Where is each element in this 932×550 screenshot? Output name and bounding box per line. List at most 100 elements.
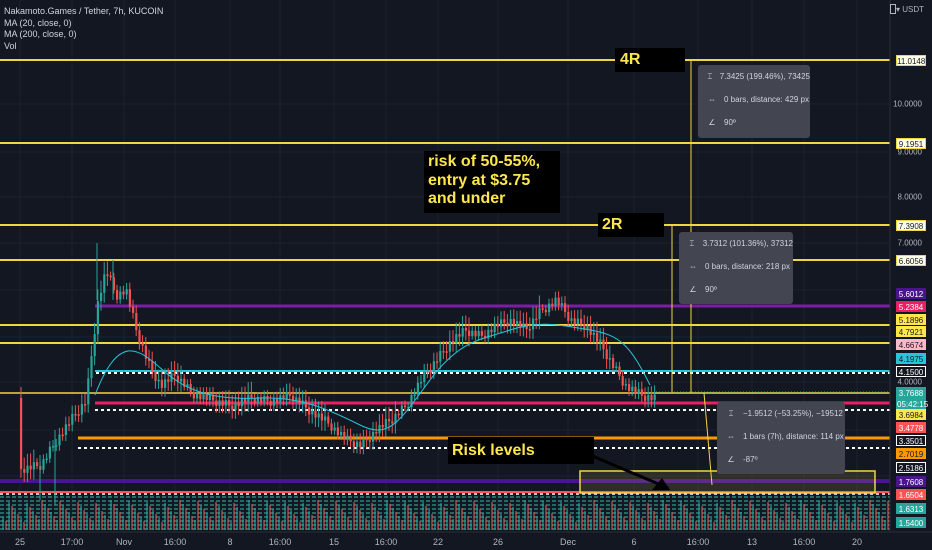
volume-bar xyxy=(737,508,739,530)
candle xyxy=(253,398,256,404)
time-label: 16:00 xyxy=(686,537,710,547)
volume-bar xyxy=(572,518,574,530)
candle xyxy=(304,400,307,408)
time-label: 16:00 xyxy=(792,537,816,547)
indicator-volume[interactable]: Vol xyxy=(4,40,17,51)
price-tick: 10.0000 xyxy=(893,99,922,109)
candle xyxy=(500,319,503,327)
candle xyxy=(416,382,419,395)
volume-bar xyxy=(116,508,118,530)
candle xyxy=(218,400,221,406)
volume-bar xyxy=(179,500,181,530)
price-range-icon: ⌶ xyxy=(689,238,695,248)
price-label: 4.6674 xyxy=(896,338,926,350)
annotation-4r[interactable]: 4R xyxy=(615,48,685,72)
volume-bar xyxy=(254,508,256,530)
candle xyxy=(237,402,240,407)
volume-bar xyxy=(134,509,136,530)
chart-legend: Nakamoto.Games / Tether, 7h, KUCOIN MA (… xyxy=(4,6,163,52)
volume-bar xyxy=(8,502,10,530)
volume-bar xyxy=(455,500,457,530)
price-label: 3.4778 xyxy=(896,421,926,433)
volume-bar xyxy=(707,514,709,530)
volume-bar xyxy=(428,510,430,530)
volume-bar xyxy=(491,502,493,530)
candle xyxy=(404,405,407,408)
volume-bar xyxy=(362,514,364,530)
volume-bar xyxy=(341,509,343,530)
candle xyxy=(519,321,522,328)
volume-bar xyxy=(332,520,334,530)
price-label: 1.6313 xyxy=(896,502,926,514)
candle xyxy=(509,318,512,327)
volume-bar xyxy=(866,519,868,530)
candle xyxy=(135,313,138,331)
volume-bar xyxy=(446,511,448,530)
candle xyxy=(32,462,35,470)
candle xyxy=(532,318,535,330)
candle xyxy=(317,413,320,418)
volume-bar xyxy=(434,518,436,530)
volume-bar xyxy=(407,505,409,530)
candle xyxy=(516,321,519,326)
indicator-ma200[interactable]: MA (200, close, 0) xyxy=(4,29,77,39)
volume-bar xyxy=(458,504,460,530)
volume-bar xyxy=(473,501,475,530)
candle xyxy=(71,414,74,425)
volume-bar xyxy=(791,511,793,530)
indicator-ma20[interactable]: MA (20, close, 0) xyxy=(4,17,72,28)
candle xyxy=(538,308,541,319)
volume-bar xyxy=(782,522,784,530)
candle xyxy=(96,301,99,335)
volume-bar xyxy=(164,503,166,530)
volume-bar xyxy=(17,514,19,530)
candle xyxy=(448,341,451,352)
annotation-2r[interactable]: 2R xyxy=(598,213,664,237)
annotation-risk-levels[interactable]: Risk levels xyxy=(448,437,594,464)
candle xyxy=(167,379,170,382)
candle xyxy=(125,289,128,295)
candle xyxy=(128,289,131,307)
volume-bar xyxy=(629,502,631,530)
volume-bar xyxy=(614,505,616,530)
volume-bar xyxy=(566,510,568,530)
time-axis[interactable]: 25 17:00 Nov 16:00 8 16:00 15 16:00 22 26 Dec 6 16:0… xyxy=(0,532,932,550)
volume-bar xyxy=(554,517,556,530)
price-label: 6.6056 xyxy=(896,254,926,266)
volume-bar xyxy=(410,509,412,530)
volume-bar xyxy=(401,520,403,530)
candle xyxy=(548,303,551,313)
candle xyxy=(381,424,384,428)
volume-bar xyxy=(182,504,184,530)
volume-bar xyxy=(392,508,394,530)
currency-label[interactable]: ▾ USDT xyxy=(895,5,924,14)
annotation-risk-note[interactable]: risk of 50-55%, entry at $3.75 and under xyxy=(424,151,560,213)
volume-bar xyxy=(209,517,211,530)
volume-bar xyxy=(599,508,601,530)
symbol-title[interactable]: Nakamoto.Games / Tether, 7h, KUCOIN xyxy=(4,6,164,16)
volume-bar xyxy=(365,518,367,530)
price-label: 4.1975 xyxy=(896,352,926,364)
volume-bar xyxy=(281,521,283,530)
volume-bar xyxy=(152,510,154,530)
candle xyxy=(26,465,29,473)
volume-bar xyxy=(359,510,361,530)
volume-bar xyxy=(887,501,889,530)
volume-bar xyxy=(533,512,535,530)
volume-bar xyxy=(317,500,319,530)
volume-bar xyxy=(776,514,778,530)
volume-bar xyxy=(137,513,139,530)
volume-bar xyxy=(773,510,775,530)
volume-bar xyxy=(713,522,715,530)
alert-icon[interactable] xyxy=(890,4,896,14)
volume-bar xyxy=(653,511,655,530)
time-label: 25 xyxy=(14,537,26,547)
volume-bar xyxy=(803,504,805,530)
candle xyxy=(621,376,624,386)
volume-bar xyxy=(746,520,748,530)
volume-bar xyxy=(809,512,811,530)
volume-bar xyxy=(278,517,280,530)
candle xyxy=(132,306,135,313)
volume-bar xyxy=(503,518,505,530)
